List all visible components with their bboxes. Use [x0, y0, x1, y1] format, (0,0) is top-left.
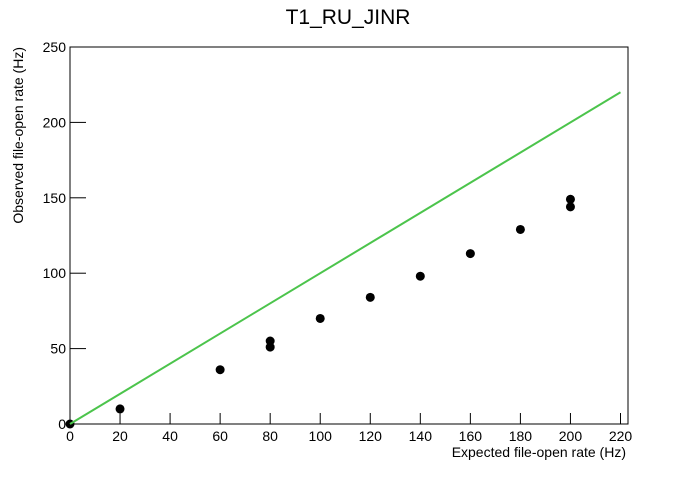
x-axis-label: Expected file-open rate (Hz) — [452, 444, 626, 460]
y-tick-label: 0 — [58, 416, 66, 432]
x-tick-label: 160 — [459, 428, 483, 444]
y-tick-label: 250 — [43, 39, 67, 55]
data-point — [365, 292, 375, 302]
x-tick-label: 40 — [162, 428, 178, 444]
x-tick-label: 140 — [409, 428, 433, 444]
data-point — [415, 271, 425, 281]
y-tick-label: 200 — [43, 114, 67, 130]
data-point — [565, 202, 575, 212]
y-tick-label: 50 — [50, 341, 66, 357]
data-point — [565, 194, 575, 204]
data-point — [115, 404, 125, 414]
data-point — [265, 336, 275, 346]
y-tick-label: 100 — [43, 265, 67, 281]
x-tick-label: 180 — [509, 428, 533, 444]
chart-title: T1_RU_JINR — [286, 6, 411, 29]
x-tick-label: 0 — [66, 428, 74, 444]
x-tick-label: 120 — [359, 428, 383, 444]
y-axis-label: Observed file-open rate (Hz) — [10, 47, 26, 224]
data-point — [215, 365, 225, 375]
x-tick-label: 100 — [309, 428, 333, 444]
x-tick-label: 60 — [212, 428, 228, 444]
plot-frame — [69, 46, 629, 425]
data-point — [465, 249, 475, 259]
reference-line — [69, 91, 622, 425]
x-tick-label: 200 — [559, 428, 583, 444]
data-point — [515, 224, 525, 234]
data-point — [315, 313, 325, 323]
x-tick-label: 220 — [609, 428, 633, 444]
x-tick-label: 20 — [112, 428, 128, 444]
y-tick-label: 150 — [43, 190, 67, 206]
x-tick-label: 80 — [262, 428, 278, 444]
